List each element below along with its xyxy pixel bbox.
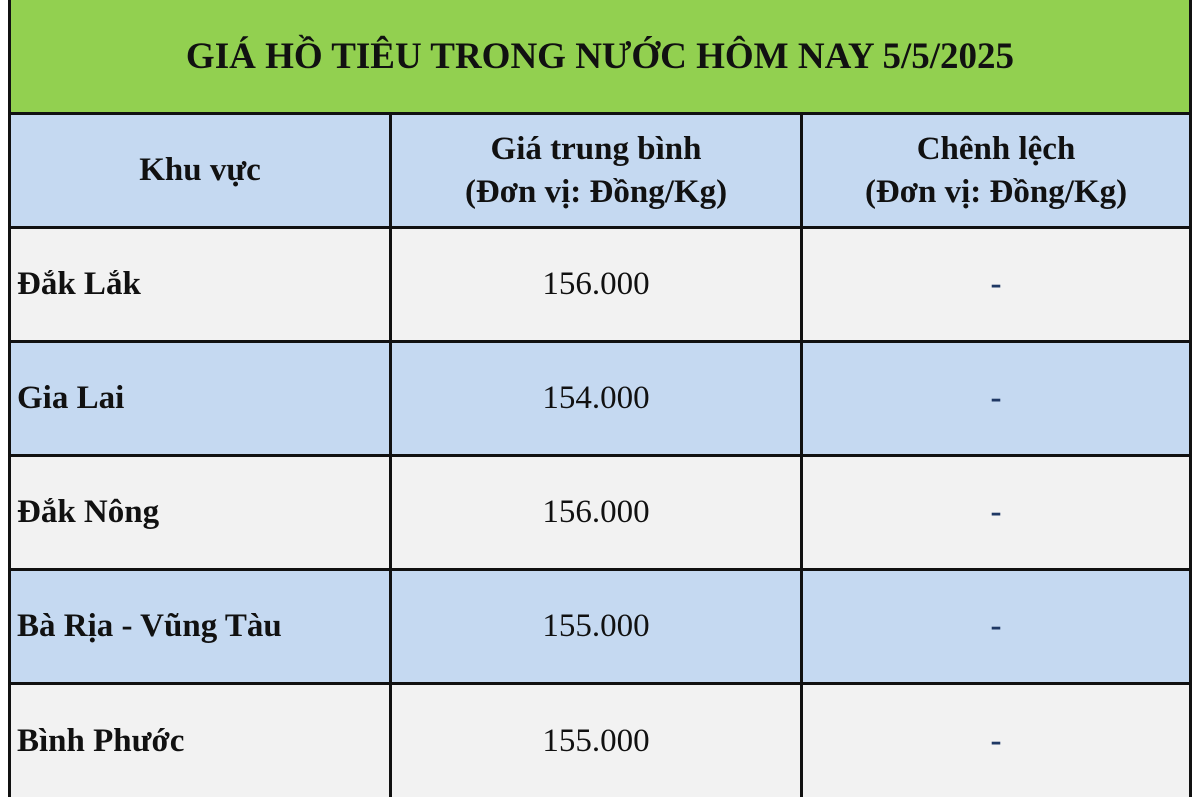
change-cell: - <box>990 380 1002 416</box>
header-row: Khu vực Giá trung bình (Đơn vị: Đồng/Kg)… <box>11 115 1189 229</box>
price-cell: 155.000 <box>392 685 803 797</box>
header-avg-price: Giá trung bình (Đơn vị: Đồng/Kg) <box>392 115 803 226</box>
header-change-unit: (Đơn vị: Đồng/Kg) <box>864 173 1128 210</box>
price-cell: 156.000 <box>392 229 803 340</box>
change-cell: - <box>990 494 1002 530</box>
header-avg-price-label: Giá trung bình <box>490 130 702 167</box>
table-row: Đắk Nông 156.000 - <box>11 457 1189 571</box>
region-cell: Bà Rịa - Vũng Tàu <box>11 571 392 682</box>
header-avg-price-unit: (Đơn vị: Đồng/Kg) <box>464 173 728 210</box>
region-cell: Gia Lai <box>11 343 392 454</box>
header-change-label: Chênh lệch <box>916 130 1076 167</box>
table-title: GIÁ HỒ TIÊU TRONG NƯỚC HÔM NAY 5/5/2025 <box>11 0 1189 115</box>
price-cell: 156.000 <box>392 457 803 568</box>
price-cell: 155.000 <box>392 571 803 682</box>
header-region-label: Khu vực <box>139 152 261 188</box>
price-table: GIÁ HỒ TIÊU TRONG NƯỚC HÔM NAY 5/5/2025 … <box>8 0 1192 797</box>
table-row: Bình Phước 155.000 - <box>11 685 1189 797</box>
change-cell: - <box>990 266 1002 302</box>
change-cell: - <box>990 722 1002 759</box>
region-cell: Đắk Nông <box>11 457 392 568</box>
table-row: Bà Rịa - Vũng Tàu 155.000 - <box>11 571 1189 685</box>
change-cell: - <box>990 608 1002 644</box>
header-region: Khu vực <box>11 115 392 226</box>
table-row: Gia Lai 154.000 - <box>11 343 1189 457</box>
price-cell: 154.000 <box>392 343 803 454</box>
region-cell: Đắk Lắk <box>11 229 392 340</box>
header-change: Chênh lệch (Đơn vị: Đồng/Kg) <box>803 115 1189 226</box>
table-row: Đắk Lắk 156.000 - <box>11 229 1189 343</box>
region-cell: Bình Phước <box>11 685 392 797</box>
